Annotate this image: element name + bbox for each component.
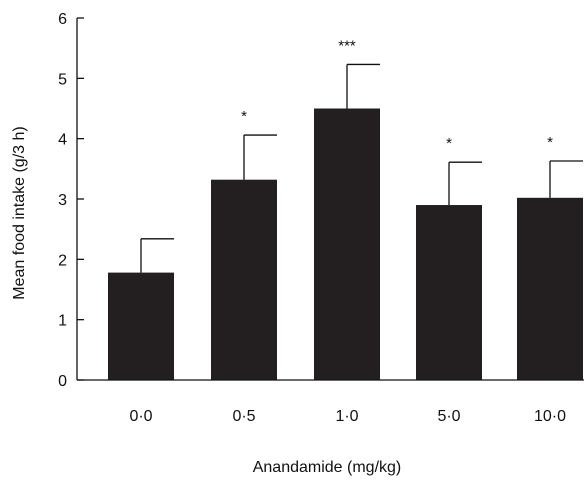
significance-label-1: * (241, 108, 247, 125)
bar-2 (314, 108, 380, 380)
y-tick-label-2: 2 (58, 252, 67, 269)
significance-label-2: *** (338, 37, 356, 54)
error-bars-layer (140, 63, 583, 273)
bar-4 (517, 197, 583, 380)
y-tick-label-0: 0 (58, 373, 67, 390)
x-tick-label-1: 0·5 (232, 408, 255, 425)
x-tick-label-4: 10·0 (534, 408, 566, 425)
y-tick-label-4: 4 (58, 132, 67, 149)
y-tick-label-1: 1 (58, 313, 67, 330)
x-axis-title: Anandamide (mg/kg) (253, 459, 402, 476)
x-tick-label-0: 0·0 (129, 408, 152, 425)
x-tick-label-3: 5·0 (437, 408, 460, 425)
bar-0 (108, 272, 174, 380)
x-tick-label-2: 1·0 (335, 408, 358, 425)
bar-1 (211, 179, 277, 380)
y-tick-label-3: 3 (58, 192, 67, 209)
bar-3 (416, 205, 482, 380)
bars-layer (108, 108, 583, 380)
y-axis-title: Mean food intake (g/3 h) (11, 126, 28, 299)
y-tick-label-6: 6 (58, 11, 67, 28)
significance-label-3: * (446, 135, 452, 152)
y-tick-label-5: 5 (58, 71, 67, 88)
significance-label-4: * (547, 134, 553, 151)
axes-layer (76, 17, 584, 381)
